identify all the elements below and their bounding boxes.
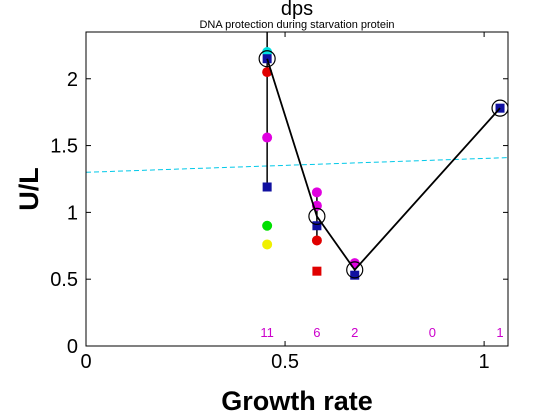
count-label: 0 (429, 325, 436, 340)
y-tick-label: 0 (67, 336, 78, 358)
count-label: 6 (313, 325, 320, 340)
chart-title: dps (281, 0, 313, 20)
mean-marker (308, 207, 326, 225)
count-label: 1 (496, 325, 503, 340)
data-point-square (312, 266, 322, 276)
y-tick-label: 0.5 (50, 269, 78, 291)
data-point-circle (262, 220, 273, 231)
data-point-circle (311, 235, 322, 246)
data-point-square (262, 182, 272, 192)
data-point-circle (262, 239, 273, 250)
y-tick-label: 2 (67, 69, 78, 91)
data-point-square (350, 270, 360, 280)
x-tick-label: 0 (80, 351, 91, 373)
plot-frame (85, 31, 509, 347)
axis-ticks: 0 0.5 1 0 0.5 1 1.5 2 (50, 32, 508, 373)
data-point-circle (262, 132, 273, 143)
count-label: 2 (351, 325, 358, 340)
trend-line (86, 157, 508, 173)
plot-area: 11 6 2 0 1 (86, 32, 508, 340)
mean-line (266, 58, 501, 272)
mean-marker (346, 261, 364, 279)
x-tick-label: 0.5 (271, 351, 299, 373)
mean-marker (258, 50, 276, 68)
y-axis-label: U/L (14, 167, 44, 211)
data-point-square (312, 221, 322, 231)
data-point-circle (311, 187, 322, 198)
chart-subtitle: DNA protection during starvation protein (199, 19, 394, 31)
x-tick-label: 1 (479, 351, 490, 373)
y-tick-label: 1.5 (50, 136, 78, 158)
y-tick-label: 1 (67, 202, 78, 224)
mean-marker (491, 99, 508, 117)
x-axis-label: Growth rate (221, 386, 373, 416)
count-label: 11 (260, 325, 274, 340)
